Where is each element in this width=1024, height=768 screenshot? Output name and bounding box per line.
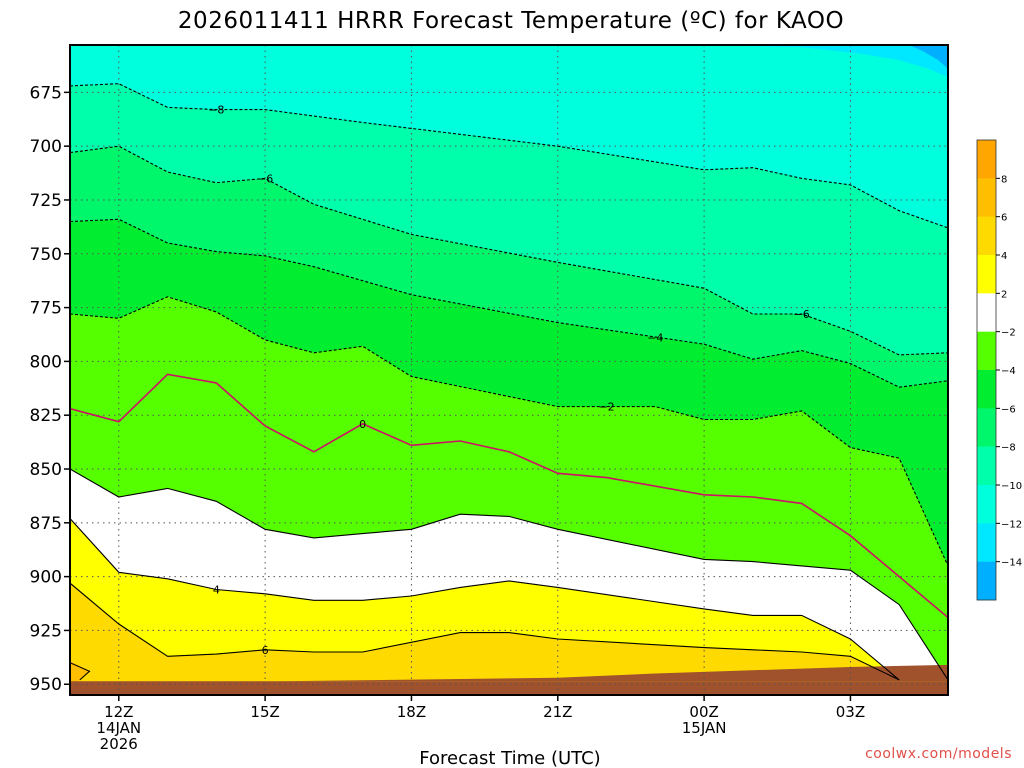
temperature-fill [70, 45, 948, 695]
ground-fill [70, 681, 948, 695]
x-tick-label: 14JAN [96, 719, 141, 737]
colorbar-swatch [977, 255, 996, 294]
y-tick-label: 750 [30, 245, 62, 265]
contour-line-4 [70, 518, 900, 681]
x-tick-label: 03Z [836, 703, 865, 721]
y-tick-label: 925 [30, 621, 62, 641]
contour-label: −2 [598, 401, 614, 414]
colorbar-swatch [977, 523, 996, 562]
contour-labels: −8 −6 −6 −4 −2 0 4 6 [208, 104, 810, 657]
contour-label: −6 [794, 308, 810, 321]
contour-label: −6 [257, 172, 273, 185]
contour-line-0 [70, 373, 948, 619]
ground-slope [279, 664, 948, 682]
x-tick-label: 12Z [104, 703, 133, 721]
colorbar: 8 6 4 2 −2 −4 −6 −8 −10 −12 −14 [976, 139, 1022, 601]
colorbar-tick-label: −6 [1001, 404, 1016, 415]
x-tick-label: 2026 [100, 735, 138, 753]
colorbar-tick-label: −12 [1001, 519, 1022, 530]
colorbar-swatch [977, 140, 996, 179]
colorbar-swatch [977, 293, 996, 332]
credit-text: coolwx.com/models [865, 746, 1012, 762]
x-tick-label: 18Z [397, 703, 426, 721]
contour-line-2 [70, 468, 948, 681]
colorbar-tick-label: −4 [1001, 366, 1016, 377]
y-tick-label: 700 [30, 137, 62, 157]
grid-lines [70, 45, 948, 695]
contour-label: 4 [213, 584, 220, 597]
x-tick-label: 21Z [543, 703, 572, 721]
x-axis-label: Forecast Time (UTC) [419, 748, 600, 768]
chart-title: 2026011411 HRRR Forecast Temperature (ºC… [178, 8, 844, 34]
colorbar-tick-label: −10 [1001, 481, 1022, 492]
x-tick-label: 15JAN [682, 719, 727, 737]
y-tick-label: 800 [30, 352, 62, 372]
colorbar-swatch [977, 178, 996, 217]
contour-label: −4 [647, 332, 663, 345]
colorbar-tick-label: −2 [1001, 328, 1016, 339]
x-tick-label: 00Z [689, 703, 718, 721]
y-tick-label: 900 [30, 568, 62, 588]
colorbar-swatch [977, 216, 996, 256]
band-cold-blue [909, 45, 948, 69]
plot-frame [69, 44, 949, 696]
contour-label: 0 [359, 418, 366, 431]
colorbar-tick-label: 8 [1001, 174, 1007, 185]
contour-label: 6 [262, 644, 269, 657]
contour-line-6 [70, 582, 900, 681]
colorbar-swatch [977, 331, 996, 371]
colorbar-swatch [977, 485, 996, 524]
y-tick-label: 675 [30, 83, 62, 103]
colorbar-tick-label: −8 [1001, 443, 1016, 454]
colorbar-tick-label: 6 [1001, 213, 1007, 224]
contour-line-8 [70, 662, 91, 681]
y-axis: 675 700 725 750 775 800 825 850 875 900 925 950 [30, 83, 70, 695]
colorbar-tick-label: −14 [1001, 558, 1022, 569]
colorbar-swatch [977, 561, 996, 601]
contour-line--6 [70, 145, 948, 356]
contour-line--2 [70, 296, 948, 567]
y-tick-label: 950 [30, 675, 62, 695]
band-above-6 [70, 583, 948, 695]
x-tick-label: 15Z [250, 703, 279, 721]
band-cold-cyan [694, 45, 948, 78]
colorbar-swatch [977, 370, 996, 409]
contour-label: −8 [208, 104, 224, 117]
contour-line--8 [70, 83, 948, 229]
y-tick-label: 825 [30, 406, 62, 426]
y-tick-label: 775 [30, 299, 62, 319]
y-tick-label: 850 [30, 460, 62, 480]
ground-surface [70, 664, 948, 695]
colorbar-swatch [977, 446, 996, 486]
colorbar-swatch [977, 408, 996, 447]
y-tick-label: 875 [30, 514, 62, 534]
colorbar-tick-label: 2 [1001, 289, 1007, 300]
colorbar-tick-label: 4 [1001, 251, 1007, 262]
contour-line--4 [70, 218, 948, 388]
isotherm-contours [70, 83, 948, 681]
y-tick-label: 725 [30, 191, 62, 211]
